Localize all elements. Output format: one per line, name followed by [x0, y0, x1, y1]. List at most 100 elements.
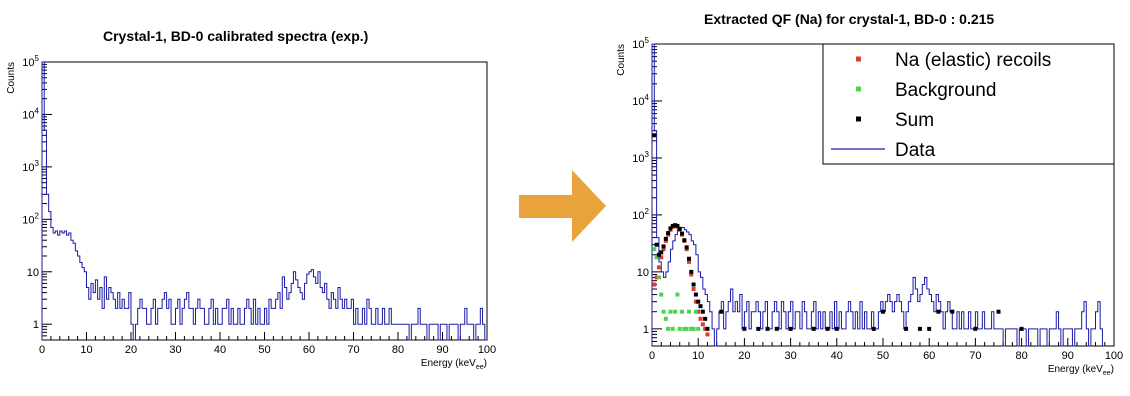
data-point-na-elastic-recoils — [663, 238, 668, 243]
chart-left: 0 10 20 30 40 50 60 70 80 90 100110102103104105Cou… — [6, 54, 496, 371]
data-point-sum — [1019, 326, 1024, 331]
data-point-sum — [686, 256, 691, 261]
data-point-sum — [927, 326, 932, 331]
x-tick-label: 40 — [214, 344, 226, 356]
data-point-background — [680, 309, 685, 314]
legend-box — [822, 43, 1115, 165]
x-tick-label: 90 — [1062, 350, 1074, 362]
data-point-sum — [881, 309, 885, 314]
right-arrow-icon — [519, 170, 606, 242]
data-point-sum — [675, 223, 680, 228]
data-point-background — [666, 326, 671, 331]
data-point-sum — [661, 244, 666, 249]
data-point-sum — [742, 326, 747, 331]
data-point-sum — [689, 269, 694, 274]
data-point-sum — [696, 299, 701, 304]
y-tick-label: 104 — [632, 93, 649, 108]
x-tick-label: 90 — [436, 344, 448, 356]
data-point-background — [659, 292, 664, 297]
x-tick-label: 80 — [1015, 350, 1027, 362]
data-point-background — [656, 275, 661, 280]
legend-label: Sum — [895, 110, 934, 131]
y-tick-label: 102 — [22, 211, 39, 226]
x-tick-label: 50 — [877, 350, 889, 362]
legend-label: Background — [895, 80, 996, 101]
x-tick-label: 60 — [923, 350, 935, 362]
data-point-na-elastic-recoils — [691, 287, 696, 292]
data-point-background — [652, 247, 657, 252]
x-tick-label: 20 — [738, 350, 750, 362]
data-point-sum — [684, 245, 689, 250]
data-point-sum — [666, 231, 671, 236]
legend-marker-swatch — [856, 116, 861, 122]
data-point-sum — [774, 326, 779, 331]
data-point-na-elastic-recoils — [656, 265, 661, 270]
data-point-sum — [670, 223, 675, 228]
data-point-na-elastic-recoils — [696, 309, 701, 314]
chart-title-left: Crystal-1, BD-0 calibrated spectra (exp.… — [103, 28, 369, 44]
data-point-sum — [652, 133, 657, 138]
x-tick-label: 70 — [969, 350, 981, 362]
chart-right: 0 10 20 30 40 50 60 70 80 90 100110102103104105Cou… — [616, 36, 1123, 377]
y-tick-label: 105 — [632, 36, 649, 51]
data-point-na-elastic-recoils — [689, 272, 694, 277]
data-point-sum — [788, 326, 793, 331]
x-tick-label: 70 — [347, 344, 359, 356]
data-point-sum — [811, 326, 816, 331]
data-point-sum — [996, 309, 1001, 314]
data-point-background — [693, 309, 698, 314]
y-tick-label: 102 — [632, 207, 649, 222]
data-point-background — [654, 255, 659, 260]
x-tick-label: 40 — [831, 350, 843, 362]
data-point-sum — [691, 282, 696, 287]
data-point-sum — [654, 242, 659, 247]
x-tick-label: 50 — [258, 344, 270, 356]
data-point-sum — [673, 223, 678, 228]
histogram-series-data — [41, 61, 487, 341]
y-tick-label: 103 — [22, 159, 39, 174]
legend-marker-swatch — [856, 56, 861, 62]
x-tick-label: 60 — [303, 344, 315, 356]
data-point-na-elastic-recoils — [703, 326, 708, 331]
x-tick-label: 30 — [784, 350, 796, 362]
data-point-sum — [950, 309, 955, 314]
data-point-sum — [825, 326, 830, 331]
data-point-sum — [871, 326, 876, 331]
data-point-background — [691, 326, 696, 331]
arrow-shape — [519, 170, 606, 242]
data-point-sum — [834, 326, 839, 331]
legend-marker-swatch — [856, 86, 861, 92]
data-point-sum — [719, 309, 724, 314]
data-point-sum — [703, 316, 708, 321]
data-point-na-elastic-recoils — [661, 247, 666, 252]
x-tick-label: 100 — [478, 344, 496, 356]
data-point-na-elastic-recoils — [705, 332, 710, 337]
y-tick-label: 1 — [643, 324, 649, 336]
data-point-sum — [765, 326, 770, 331]
data-point-sum — [904, 326, 909, 331]
data-point-na-elastic-recoils — [700, 322, 705, 327]
data-point-background — [670, 326, 675, 331]
data-point-sum — [656, 252, 661, 257]
y-tick-label: 103 — [632, 150, 649, 165]
data-point-sum — [663, 236, 668, 241]
data-point-background — [677, 326, 682, 331]
x-tick-label: 20 — [125, 344, 137, 356]
data-point-na-elastic-recoils — [693, 299, 698, 304]
data-point-background — [661, 309, 666, 314]
y-tick-label: 105 — [22, 54, 39, 69]
data-point-sum — [682, 238, 687, 243]
y-tick-label: 10 — [27, 267, 39, 279]
data-point-sum — [677, 226, 682, 231]
data-point-na-elastic-recoils — [659, 255, 664, 260]
x-tick-label: 0 — [39, 344, 45, 356]
data-point-sum — [680, 231, 685, 236]
data-point-background — [663, 316, 668, 321]
x-axis-title: Energy (keVee) — [421, 358, 487, 371]
legend-label: Na (elastic) recoils — [895, 50, 1051, 71]
x-tick-label: 80 — [392, 344, 404, 356]
data-point-sum — [756, 326, 761, 331]
data-point-background — [673, 309, 678, 314]
data-point-na-elastic-recoils — [654, 275, 659, 280]
